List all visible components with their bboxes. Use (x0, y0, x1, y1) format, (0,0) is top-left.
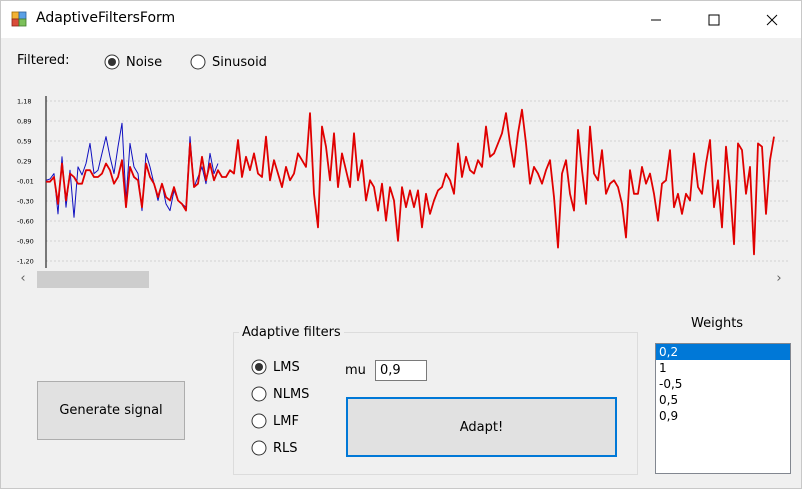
lms-radio-label[interactable]: LMS (273, 360, 300, 375)
minimize-icon (651, 19, 661, 20)
weights-listbox[interactable]: 0,2 1 -0,5 0,5 0,9 (655, 343, 791, 474)
y-tick-label: -0,01 (17, 178, 34, 186)
weights-title: Weights (691, 316, 744, 331)
sinusoid-radio-label[interactable]: Sinusoid (212, 55, 267, 70)
y-tick-label: -0,60 (17, 218, 34, 226)
list-item[interactable]: 0,2 (656, 344, 790, 360)
lmf-radio-label[interactable]: LMF (273, 414, 299, 429)
window-title: AdaptiveFiltersForm (36, 10, 176, 26)
y-tick-label: -0,30 (17, 198, 34, 206)
series-line-red (46, 108, 775, 256)
mu-input[interactable] (375, 360, 427, 381)
noise-radio[interactable] (104, 54, 120, 70)
list-item[interactable]: 0,9 (659, 409, 679, 423)
scroll-right-icon[interactable]: › (776, 271, 782, 286)
nlms-radio[interactable] (251, 386, 267, 402)
list-item[interactable]: 0,5 (659, 393, 679, 407)
y-tick-label: 0,59 (17, 138, 31, 146)
y-tick-label: 0,29 (17, 158, 31, 166)
y-tick-label: 1,18 (17, 98, 31, 106)
mu-label: mu (345, 363, 366, 378)
lmf-radio[interactable] (251, 413, 267, 429)
list-item[interactable]: 1 (659, 361, 667, 375)
sinusoid-radio[interactable] (190, 54, 206, 70)
minimize-button[interactable] (633, 1, 679, 38)
noise-radio-label[interactable]: Noise (126, 55, 163, 70)
y-tick-label: -0,90 (17, 238, 34, 246)
maximize-icon (708, 14, 720, 25)
y-tick-label: 0,89 (17, 118, 31, 126)
maximize-button[interactable] (691, 1, 737, 38)
list-item[interactable]: -0,5 (659, 377, 683, 391)
close-button[interactable] (749, 1, 795, 38)
adapt-button[interactable]: Adapt! (346, 397, 617, 457)
signal-chart: 1,18 0,89 0,59 0,29 -0,01 -0,30 -0,60 -0,90 -1,2… (13, 92, 791, 268)
title-bar: AdaptiveFiltersForm (1, 1, 801, 38)
lms-radio[interactable] (251, 359, 267, 375)
nlms-radio-label[interactable]: NLMS (273, 387, 310, 402)
adaptive-filters-title: Adaptive filters (239, 325, 344, 340)
rls-radio[interactable] (251, 440, 267, 456)
y-tick-label: -1,20 (17, 258, 34, 266)
scroll-left-icon[interactable]: ‹ (20, 271, 26, 286)
close-icon (766, 14, 778, 25)
chart-scrollbar[interactable]: ‹ › (13, 269, 791, 289)
rls-radio-label[interactable]: RLS (273, 441, 298, 456)
generate-signal-button[interactable]: Generate signal (37, 381, 185, 440)
scrollbar-thumb[interactable] (37, 271, 149, 288)
signal-chart-svg: 1,18 0,89 0,59 0,29 -0,01 -0,30 -0,60 -0,90 -1,2… (17, 96, 790, 268)
filtered-label: Filtered: (17, 53, 70, 68)
adaptive-filters-group (233, 332, 638, 475)
app-icon (11, 11, 27, 27)
